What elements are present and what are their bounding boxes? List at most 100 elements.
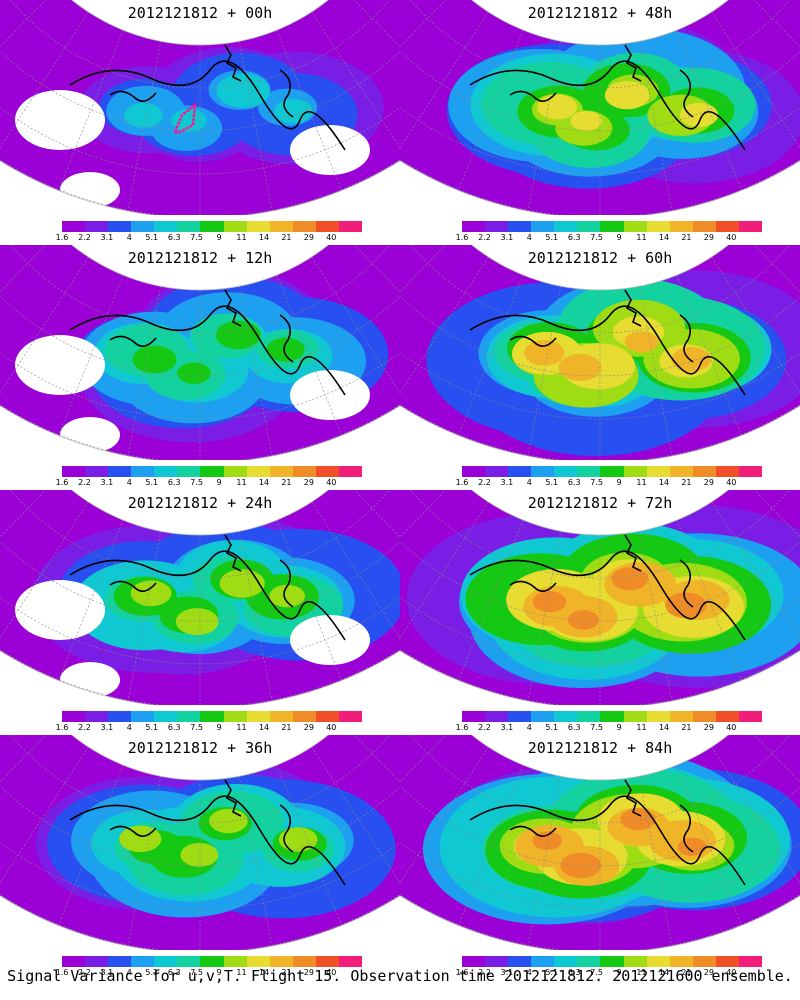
colorbar-swatch xyxy=(738,466,763,477)
colorbar-tick-label: 40 xyxy=(726,723,737,732)
colorbar-swatch xyxy=(577,221,601,232)
colorbar-tick-label: 29 xyxy=(703,233,714,242)
colorbar-tick-label: 14 xyxy=(658,233,670,242)
longitude-line xyxy=(638,41,673,212)
coastline xyxy=(69,289,346,396)
colorbar-swatch xyxy=(131,711,155,722)
colorbar-tick-label: 7.5 xyxy=(590,478,604,487)
longitude-line xyxy=(742,0,800,113)
colorbar-tick-label: 3.1 xyxy=(500,478,514,487)
colorbar xyxy=(62,221,363,232)
colorbar-swatch xyxy=(577,956,601,967)
longitude-line xyxy=(0,11,89,158)
longitude-line xyxy=(127,41,162,212)
colorbar-tick-label: 9 xyxy=(616,233,622,242)
colorbar-swatch xyxy=(269,956,293,967)
longitude-line xyxy=(127,531,162,702)
longitude-line xyxy=(527,286,562,457)
colorbar-swatch xyxy=(223,711,247,722)
colorbar-tick-label: 14 xyxy=(258,478,270,487)
longitude-line xyxy=(276,764,342,926)
latitude-line xyxy=(400,735,800,824)
colorbar-tick-label: 21 xyxy=(681,968,692,977)
colorbar-tick-label: 11 xyxy=(636,233,647,242)
colorbar-tick-label: 2.2 xyxy=(478,478,491,487)
colorbar-swatch xyxy=(715,466,739,477)
colorbar-swatch xyxy=(292,956,316,967)
colorbar-tick-label: 21 xyxy=(281,478,292,487)
colorbar-swatch xyxy=(600,956,624,967)
coastline xyxy=(469,289,746,396)
longitude-line xyxy=(0,490,58,603)
longitude-line xyxy=(458,274,524,436)
colorbar-tick-label: 6.3 xyxy=(567,723,581,732)
latitude-line xyxy=(400,0,800,89)
colorbar-swatch xyxy=(692,711,716,722)
map-panel: 2012121812 + 24h 1.6 2.2 3.1 4 5.1 6.3 7.5 9 11 14… xyxy=(0,490,400,735)
longitude-line xyxy=(711,11,800,158)
colorbar-swatch xyxy=(623,956,647,967)
colorbar-swatch xyxy=(738,956,763,967)
colorbar-tick-label: 11 xyxy=(636,478,647,487)
colorbar-swatch xyxy=(646,466,670,477)
colorbar-tick-label: 40 xyxy=(326,968,337,977)
colorbar-swatch xyxy=(692,956,716,967)
colorbar-tick-label: 5.1 xyxy=(545,723,559,732)
longitude-line xyxy=(58,274,124,436)
colorbar-swatch xyxy=(200,466,224,477)
panel-title: 2012121812 + 48h xyxy=(527,4,673,22)
colorbar-tick-label: 21 xyxy=(681,723,692,732)
colorbar-swatch xyxy=(577,711,601,722)
colorbar-tick-label: 6.3 xyxy=(567,233,581,242)
longitude-line xyxy=(400,501,489,648)
colorbar xyxy=(462,221,763,232)
latitude-line xyxy=(0,735,400,824)
colorbar-tick-label: 21 xyxy=(281,233,292,242)
contour-region xyxy=(665,592,707,619)
longitude-line xyxy=(0,501,89,648)
colorbar-swatch xyxy=(508,711,532,722)
colorbar-swatch xyxy=(246,221,270,232)
colorbar-swatch xyxy=(577,466,601,477)
panel-title: 2012121812 + 60h xyxy=(527,249,673,267)
colorbar-tick-label: 3.1 xyxy=(100,478,114,487)
colorbar-swatch xyxy=(508,466,532,477)
colorbar-swatch xyxy=(154,221,178,232)
colorbar-swatch xyxy=(200,711,224,722)
colorbar-tick-label: 29 xyxy=(303,478,314,487)
longitude-line xyxy=(400,0,458,113)
panel-title: 2012121812 + 12h xyxy=(127,249,273,267)
colorbar-swatch xyxy=(531,956,555,967)
colorbar-swatch xyxy=(554,221,578,232)
colorbar-tick-label: 1.6 xyxy=(455,478,469,487)
longitude-line xyxy=(742,245,800,358)
colorbar-swatch xyxy=(292,466,316,477)
colorbar-tick-label: 1.6 xyxy=(55,233,69,242)
colorbar-swatch xyxy=(485,711,509,722)
colorbar-swatch xyxy=(462,466,486,477)
contour-region xyxy=(611,567,649,591)
no-data-region xyxy=(290,615,370,665)
colorbar-swatch xyxy=(154,956,178,967)
colorbar xyxy=(462,956,763,967)
contour-region xyxy=(124,102,163,128)
map-border xyxy=(0,245,400,460)
no-data-region xyxy=(290,370,370,420)
longitude-line xyxy=(58,764,124,926)
colorbar-swatch xyxy=(554,956,578,967)
latitude-line xyxy=(0,0,400,89)
colorbar-tick-label: 3.1 xyxy=(100,968,114,977)
colorbar-swatch xyxy=(554,711,578,722)
colorbar-swatch xyxy=(485,221,509,232)
colorbar-swatch xyxy=(223,956,247,967)
colorbar-tick-label: 11 xyxy=(636,723,647,732)
colorbar xyxy=(462,711,763,722)
longitude-line xyxy=(0,0,58,113)
contour-region xyxy=(219,569,265,598)
colorbar-swatch xyxy=(531,711,555,722)
colorbar-swatch xyxy=(646,956,670,967)
colorbar-tick-label: 11 xyxy=(636,968,647,977)
contour-region xyxy=(266,337,305,362)
colorbar-tick-label: 9 xyxy=(216,968,222,977)
contour-region xyxy=(567,610,599,630)
